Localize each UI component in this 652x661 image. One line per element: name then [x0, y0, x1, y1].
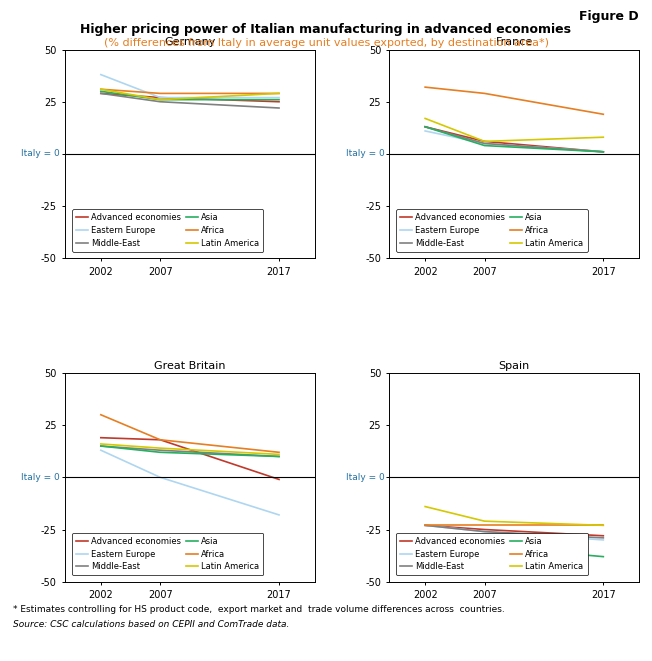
Legend: Advanced economies, Eastern Europe, Middle-East, Asia, Africa, Latin America: Advanced economies, Eastern Europe, Midd…: [396, 209, 587, 252]
Title: Germany: Germany: [164, 38, 216, 48]
Text: Italy = 0: Italy = 0: [346, 473, 385, 482]
Text: Figure D: Figure D: [580, 10, 639, 23]
Text: Italy = 0: Italy = 0: [22, 473, 60, 482]
Text: Italy = 0: Italy = 0: [346, 149, 385, 159]
Text: * Estimates controlling for HS product code,  export market and  trade volume di: * Estimates controlling for HS product c…: [13, 605, 505, 614]
Text: Source: CSC calculations based on CEPII and ComTrade data.: Source: CSC calculations based on CEPII …: [13, 620, 289, 629]
Title: Spain: Spain: [499, 361, 530, 371]
Legend: Advanced economies, Eastern Europe, Middle-East, Asia, Africa, Latin America: Advanced economies, Eastern Europe, Midd…: [396, 533, 587, 576]
Text: (% differences from Italy in average unit values exported, by destination area*): (% differences from Italy in average uni…: [104, 38, 548, 48]
Title: Great Britain: Great Britain: [154, 361, 226, 371]
Text: Italy = 0: Italy = 0: [22, 149, 60, 159]
Text: Higher pricing power of Italian manufacturing in advanced economies: Higher pricing power of Italian manufact…: [80, 23, 572, 36]
Legend: Advanced economies, Eastern Europe, Middle-East, Asia, Africa, Latin America: Advanced economies, Eastern Europe, Midd…: [72, 533, 263, 576]
Legend: Advanced economies, Eastern Europe, Middle-East, Asia, Africa, Latin America: Advanced economies, Eastern Europe, Midd…: [72, 209, 263, 252]
Title: France: France: [496, 38, 533, 48]
